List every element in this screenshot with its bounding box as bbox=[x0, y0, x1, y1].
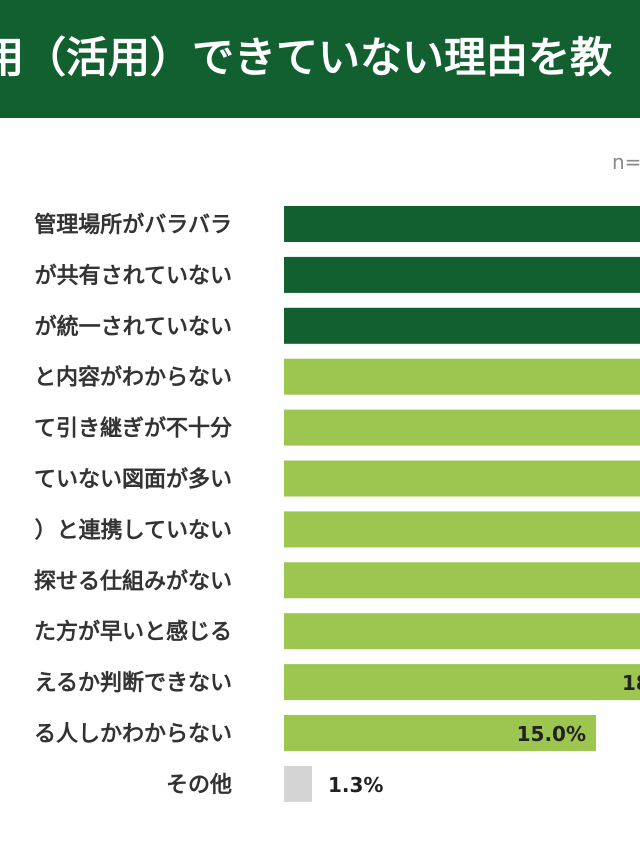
chart-title: 用（活用）できていない理由を教 bbox=[0, 33, 613, 82]
category-label: ていない図面が多い bbox=[34, 467, 232, 493]
bar bbox=[284, 511, 640, 548]
bar bbox=[284, 715, 596, 751]
category-label: ）と連携していない bbox=[35, 517, 232, 543]
category-label: えるか判断できない bbox=[35, 670, 232, 696]
category-label: た方が早いと感じる bbox=[34, 619, 232, 645]
bar bbox=[284, 358, 640, 395]
category-label: その他 bbox=[166, 773, 232, 798]
category-label: と内容がわからない bbox=[34, 365, 232, 391]
category-label: が共有されていない bbox=[35, 263, 232, 289]
bar bbox=[284, 664, 640, 701]
value-label: 15.0% bbox=[517, 722, 586, 746]
value-label: 18 bbox=[622, 671, 640, 695]
bar bbox=[284, 256, 640, 293]
category-label: る人しかわからない bbox=[34, 722, 232, 747]
category-label: て引き継ぎが不十分 bbox=[34, 416, 232, 442]
title-banner: 用（活用）できていない理由を教 bbox=[0, 0, 640, 118]
bar bbox=[284, 409, 640, 446]
bar bbox=[284, 460, 640, 497]
bar bbox=[284, 206, 640, 242]
category-label: 管理場所がバラバラ bbox=[34, 212, 232, 238]
bar bbox=[284, 562, 640, 599]
category-label: 探せる仕組みがない bbox=[34, 568, 232, 594]
sample-size-label: n= bbox=[612, 150, 640, 174]
value-label: 1.3% bbox=[328, 773, 383, 797]
category-label: が統一されていない bbox=[35, 314, 232, 340]
bar bbox=[284, 613, 640, 650]
bar bbox=[284, 765, 312, 802]
bar bbox=[284, 307, 640, 344]
